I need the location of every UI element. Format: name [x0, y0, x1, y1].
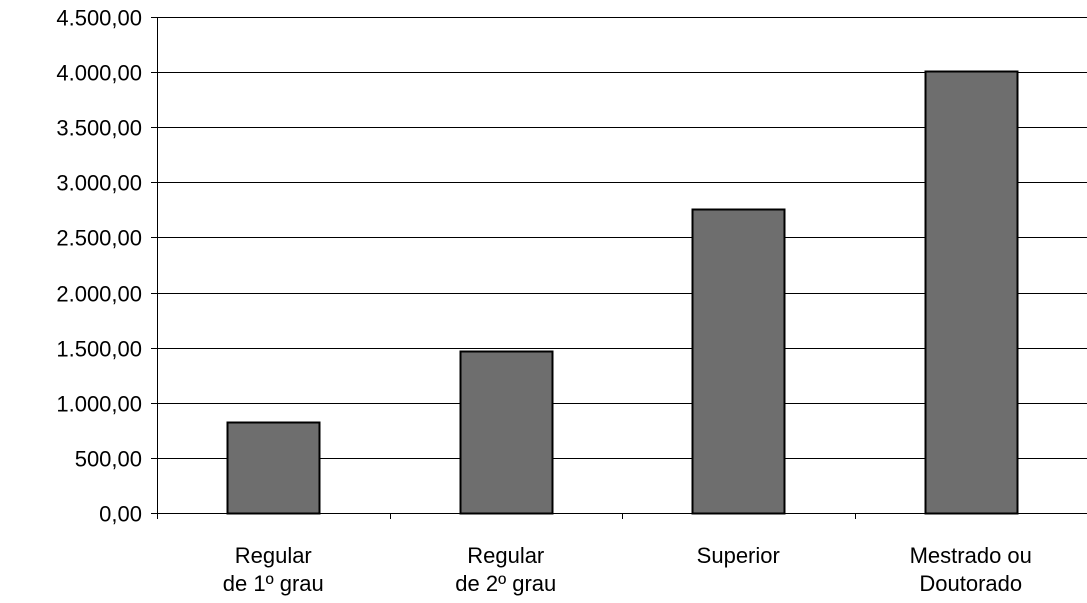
bars — [226, 70, 1019, 515]
y-axis-tick-labels: 0,00 500,00 1.000,00 1.500,00 2.000,00 2.500,… — [56, 6, 142, 527]
x-axis-category-labels: Regular de 1º grau Regular de 2º grau Superi… — [223, 543, 1032, 596]
y-tick-label: 3.000,00 — [56, 171, 142, 196]
x-category-label-line: de 2º grau — [455, 571, 556, 596]
x-category-label-line: Regular — [235, 543, 312, 568]
bar — [226, 421, 321, 515]
x-category-label-line: de 1º grau — [223, 571, 324, 596]
bar — [459, 350, 554, 515]
y-tick-label: 2.000,00 — [56, 282, 142, 307]
y-tick-label: 4.000,00 — [56, 61, 142, 86]
y-tick-label: 500,00 — [75, 447, 142, 472]
x-category-label: Superior — [697, 543, 780, 568]
y-tick-label: 0,00 — [99, 502, 142, 527]
bar — [924, 70, 1019, 515]
x-category-label-line: Mestrado ou — [910, 543, 1032, 568]
y-tick-label: 4.500,00 — [56, 6, 142, 31]
x-category-label-line: Regular — [467, 543, 544, 568]
x-category-label: Regular de 1º grau — [223, 543, 324, 596]
x-category-label-line: Doutorado — [919, 571, 1022, 596]
gridlines — [157, 17, 1087, 459]
x-category-label-line: Superior — [697, 543, 780, 568]
y-tick-label: 1.500,00 — [56, 337, 142, 362]
x-category-label: Mestrado ou Doutorado — [910, 543, 1032, 596]
bar — [691, 208, 786, 515]
x-category-label: Regular de 2º grau — [455, 543, 556, 596]
y-tick-label: 3.500,00 — [56, 116, 142, 141]
y-tick-label: 1.000,00 — [56, 392, 142, 417]
y-tick-label: 2.500,00 — [56, 226, 142, 251]
